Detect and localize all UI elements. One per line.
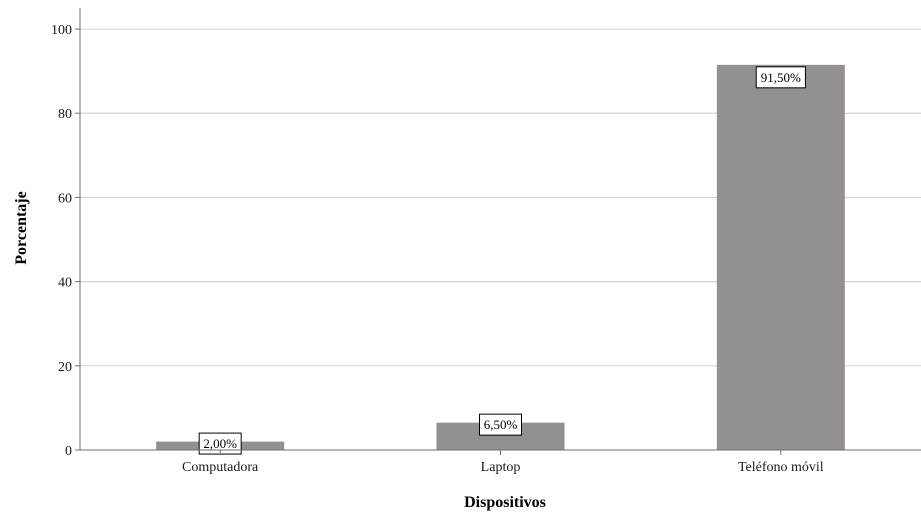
y-axis-title: Porcentaje — [13, 191, 30, 264]
data-label: 6,50% — [479, 413, 522, 436]
axes — [75, 8, 921, 455]
data-label-box — [755, 66, 806, 89]
y-tick-label: 100 — [51, 23, 72, 38]
data-label: 91,50% — [755, 66, 806, 89]
data-label-box — [479, 413, 522, 436]
y-tick-label: 80 — [58, 107, 72, 122]
x-tick-label: Teléfono móvil — [738, 460, 824, 475]
data-label-text: 91,50% — [761, 70, 801, 85]
data-label-text: 6,50% — [484, 417, 518, 432]
x-tick-label: Laptop — [481, 460, 521, 475]
x-axis-title: Dispositivos — [464, 494, 546, 511]
y-tick-label: 40 — [58, 276, 72, 291]
y-tick-label: 20 — [58, 360, 72, 375]
data-label-text: 2,00% — [203, 436, 237, 451]
y-tick-label: 0 — [65, 444, 72, 459]
x-tick-labels: Computadora Laptop Teléfono móvil — [182, 460, 824, 475]
bars — [156, 64, 845, 450]
bar-tel-fono-m-vil — [716, 64, 845, 450]
x-tick-label: Computadora — [182, 460, 259, 475]
y-tick-label: 60 — [58, 191, 72, 206]
y-tick-labels: 0 20 40 60 80 100 — [51, 23, 72, 459]
data-labels: 2,00% 6,50% 91,50% — [198, 66, 806, 455]
